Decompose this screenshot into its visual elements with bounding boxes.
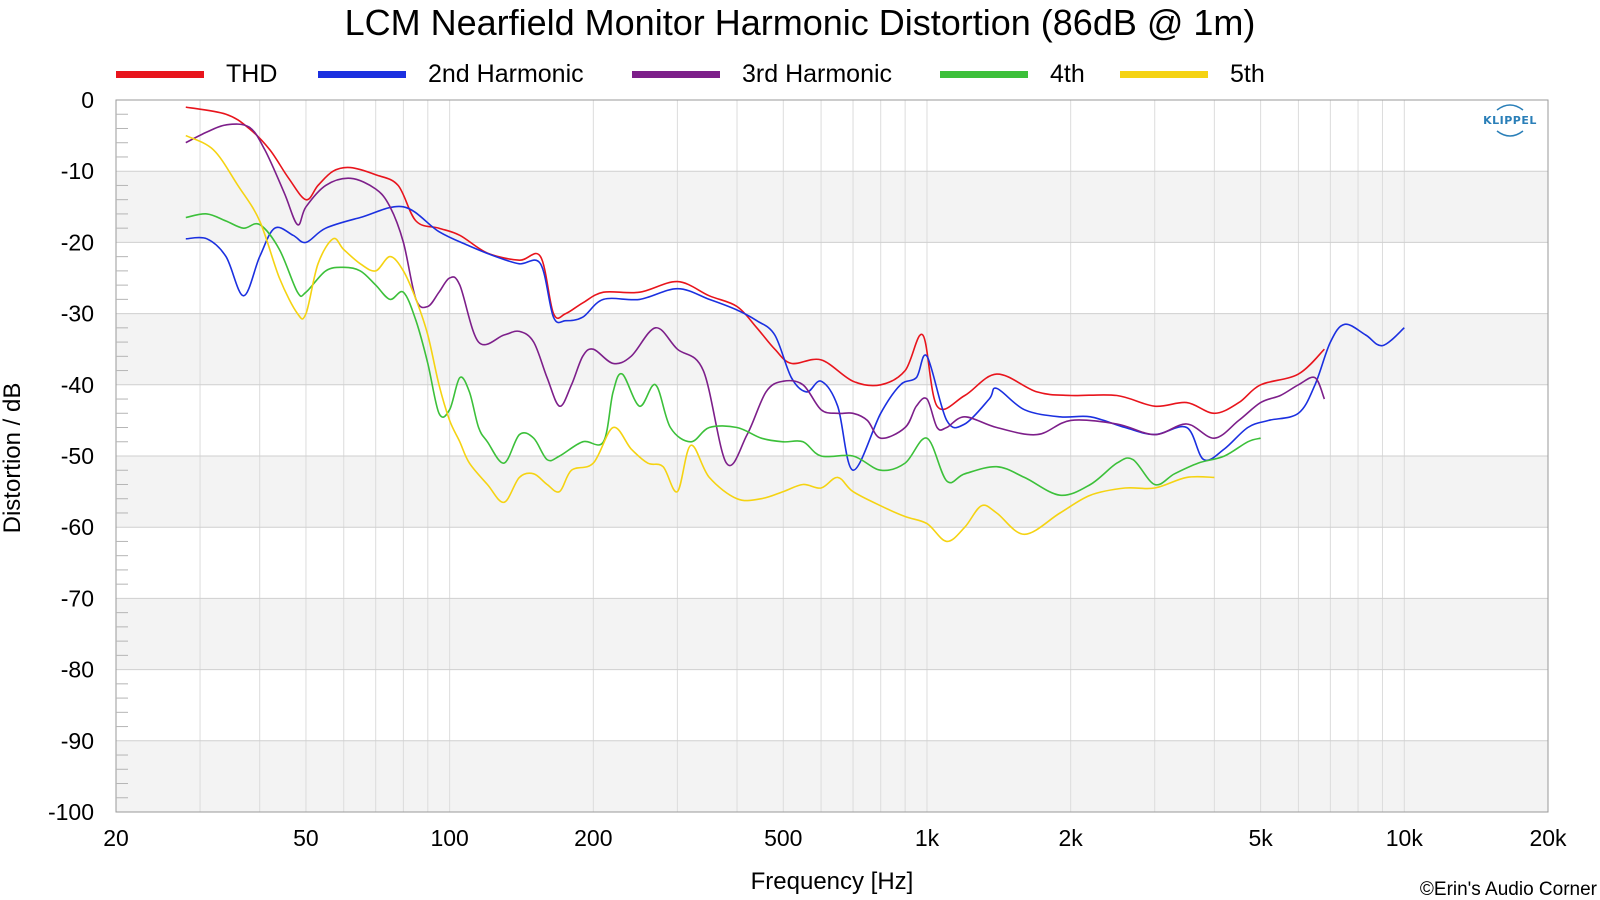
plot-band (116, 171, 1548, 243)
y-tick-label: -90 (61, 728, 94, 754)
legend-label: 4th (1050, 60, 1085, 88)
y-tick-label: -40 (61, 372, 94, 398)
plot-background-bands (116, 100, 1548, 812)
plot-band (116, 242, 1548, 314)
plot-band (116, 456, 1548, 528)
y-tick-label: -20 (61, 229, 94, 255)
x-tick-label: 10k (1386, 825, 1424, 851)
x-tick-label: 5k (1248, 825, 1273, 851)
legend-label: THD (226, 60, 277, 88)
plot-band (116, 100, 1548, 172)
legend-swatch (632, 71, 720, 78)
legend-swatch (318, 71, 406, 78)
plot-band (116, 527, 1548, 599)
series-line-2nd-harmonic (185, 205, 1405, 471)
y-tick-label: -60 (61, 514, 94, 540)
legend-swatch (940, 71, 1028, 78)
x-axis-label: Frequency [Hz] (751, 868, 914, 895)
plot-band (116, 313, 1548, 385)
svg-text:KLIPPEL: KLIPPEL (1483, 114, 1537, 127)
x-tick-label: 1k (915, 825, 940, 851)
plot-band (116, 598, 1548, 670)
legend-swatch (1120, 71, 1208, 78)
plot-band (116, 669, 1548, 741)
chart-title: LCM Nearfield Monitor Harmonic Distortio… (344, 2, 1256, 43)
legend-swatch (116, 71, 204, 78)
y-minor-ticks (116, 113, 128, 799)
legend-label: 5th (1230, 60, 1265, 88)
y-tick-label: -50 (61, 443, 94, 469)
legend: THD 2nd Harmonic 3rd Harmonic 4th 5th (116, 60, 1265, 88)
x-tick-label: 100 (430, 825, 468, 851)
y-tick-label: 0 (81, 87, 94, 113)
x-tick-label: 500 (764, 825, 802, 851)
x-tick-label: 2k (1059, 825, 1084, 851)
series-lines (185, 106, 1405, 543)
legend-label: 3rd Harmonic (742, 60, 892, 88)
x-tick-label: 20k (1529, 825, 1567, 851)
y-axis-label: Distortion / dB (0, 383, 26, 534)
series-line-4th (185, 213, 1261, 497)
series-line-thd (185, 106, 1325, 415)
x-tick-label: 200 (574, 825, 612, 851)
y-tick-label: -30 (61, 301, 94, 327)
plot-frame (115, 99, 1549, 813)
series-line-5th (185, 134, 1215, 543)
x-tick-labels: 20 50 100 200 500 1k 2k 5k 10k 20k (103, 825, 1567, 851)
y-tick-label: -80 (61, 657, 94, 683)
legend-label: 2nd Harmonic (428, 60, 584, 88)
y-tick-labels: 0 -10 -20 -30 -40 -50 -60 -70 -80 -90 -100 (48, 87, 94, 825)
series-line-3rd-harmonic (185, 123, 1326, 467)
x-tick-label: 50 (293, 825, 319, 851)
y-tick-label: -100 (48, 799, 94, 825)
x-tick-label: 20 (103, 825, 129, 851)
y-tick-label: -10 (61, 158, 94, 184)
y-tick-label: -70 (61, 585, 94, 611)
plot-band (116, 740, 1548, 812)
plot-band (116, 384, 1548, 456)
copyright-text: ©Erin's Audio Corner (1420, 879, 1598, 900)
klippel-logo: KLIPPEL (1483, 104, 1537, 137)
